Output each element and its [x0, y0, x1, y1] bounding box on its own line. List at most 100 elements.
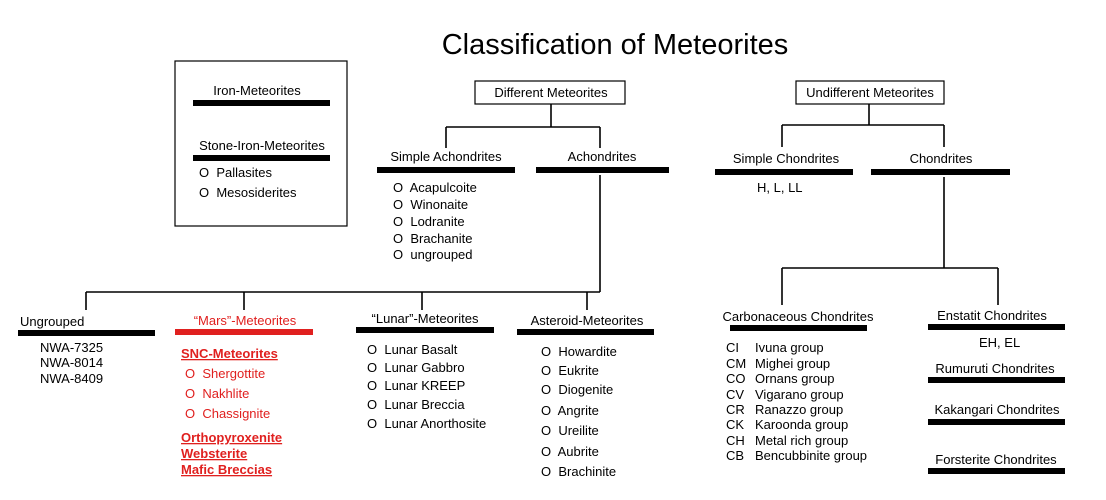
- kakangari-chondrites-bar: [928, 419, 1065, 425]
- asteroid-item: O Aubrite: [541, 444, 599, 459]
- kakangari-chondrites-label: Kakangari Chondrites: [934, 402, 1060, 417]
- simple-achondrites-item: O Brachanite: [393, 231, 473, 246]
- carbonaceous-chondrites-node: Carbonaceous Chondrites CI CM CO CV CR C…: [722, 309, 874, 463]
- carbonaceous-group: Ornans group: [755, 371, 835, 386]
- different-meteorites-label: Different Meteorites: [494, 85, 608, 100]
- asteroid-meteorites-node: Asteroid-Meteorites O Howardite O Eukrit…: [517, 313, 654, 479]
- chondrites-label: Chondrites: [910, 151, 973, 166]
- carbonaceous-code: CV: [726, 387, 744, 402]
- diagram-title: Classification of Meteorites: [442, 29, 789, 61]
- chondrites-node: Chondrites: [871, 151, 1010, 175]
- simple-achondrites-item: O Winonaite: [393, 197, 468, 212]
- mars-meteorites-label: “Mars”-Meteorites: [194, 313, 297, 328]
- carbonaceous-code: CI: [726, 340, 739, 355]
- enstatit-chondrites-label: Enstatit Chondrites: [937, 308, 1047, 323]
- asteroid-item: O Ureilite: [541, 423, 599, 438]
- snc-item: O Chassignite: [185, 406, 270, 421]
- forsterite-chondrites-bar: [928, 468, 1065, 474]
- ungrouped-label: Ungrouped: [20, 314, 84, 329]
- asteroid-item: O Brachinite: [541, 464, 616, 479]
- carbonaceous-chondrites-label: Carbonaceous Chondrites: [722, 309, 874, 324]
- rumuruti-chondrites-node: Rumuruti Chondrites: [928, 361, 1065, 383]
- simple-achondrites-node: Simple Achondrites O Acapulcoite O Winon…: [377, 149, 515, 262]
- stone-iron-meteorites-bar: [193, 155, 330, 161]
- carbonaceous-group: Ivuna group: [755, 340, 824, 355]
- kakangari-chondrites-node: Kakangari Chondrites: [928, 402, 1065, 425]
- snc-item: O Shergottite: [185, 366, 265, 381]
- asteroid-item: O Eukrite: [541, 363, 599, 378]
- stone-iron-item: O Pallasites: [199, 165, 272, 180]
- carbonaceous-group: Metal rich group: [755, 433, 848, 448]
- simple-chondrites-bar: [715, 169, 853, 175]
- carbonaceous-code: CR: [726, 402, 745, 417]
- rumuruti-chondrites-label: Rumuruti Chondrites: [935, 361, 1055, 376]
- lunar-meteorites-node: “Lunar”-Meteorites O Lunar Basalt O Luna…: [356, 311, 494, 431]
- iron-meteorites-bar: [193, 100, 330, 106]
- snc-meteorites-label: SNC-Meteorites: [181, 346, 278, 361]
- mars-meteorites-bar: [175, 329, 313, 335]
- iron-box-frame: [174, 60, 348, 227]
- carbonaceous-code: CH: [726, 433, 745, 448]
- ungrouped-bar: [18, 330, 155, 336]
- carbonaceous-group: Bencubbinite group: [755, 448, 867, 463]
- simple-chondrites-label: Simple Chondrites: [733, 151, 840, 166]
- snc-item: O Nakhlite: [185, 386, 249, 401]
- ungrouped-item: NWA-8014: [40, 355, 103, 370]
- ungrouped-node: Ungrouped NWA-7325 NWA-8014 NWA-8409: [18, 314, 155, 386]
- simple-achondrites-item: O Acapulcoite: [393, 180, 477, 195]
- enstatit-chondrites-node: Enstatit Chondrites EH, EL: [928, 308, 1065, 350]
- lunar-meteorites-label: “Lunar”-Meteorites: [372, 311, 479, 326]
- undifferent-meteorites-node: Undifferent Meteorites: [795, 80, 945, 105]
- simple-achondrites-item: O Lodranite: [393, 214, 465, 229]
- ungrouped-item: NWA-8409: [40, 371, 103, 386]
- carbonaceous-code: CO: [726, 371, 746, 386]
- mars-extra-item: Websterite: [181, 446, 247, 461]
- simple-chondrites-node: Simple Chondrites H, L, LL: [715, 151, 853, 195]
- lunar-item: O Lunar Anorthosite: [367, 416, 486, 431]
- different-meteorites-node: Different Meteorites: [474, 80, 626, 105]
- simple-achondrites-label: Simple Achondrites: [390, 149, 502, 164]
- iron-meteorites-label: Iron-Meteorites: [213, 83, 301, 98]
- lunar-item: O Lunar Gabbro: [367, 360, 465, 375]
- simple-achondrites-bar: [377, 167, 515, 173]
- undifferent-meteorites-label: Undifferent Meteorites: [806, 85, 934, 100]
- enstatit-chondrites-bar: [928, 324, 1065, 330]
- achondrites-bar: [536, 167, 669, 173]
- mars-extra-item: Mafic Breccias: [181, 462, 272, 477]
- carbonaceous-group: Karoonda group: [755, 417, 848, 432]
- rumuruti-chondrites-bar: [928, 377, 1065, 383]
- simple-chondrites-item: H, L, LL: [757, 180, 803, 195]
- asteroid-meteorites-label: Asteroid-Meteorites: [531, 313, 644, 328]
- undifferent-meteorites-box: [795, 80, 945, 105]
- mars-extra-item: Orthopyroxenite: [181, 430, 282, 445]
- forsterite-chondrites-label: Forsterite Chondrites: [935, 452, 1057, 467]
- iron-meteorites-box: Iron-Meteorites Stone-Iron-Meteorites O …: [174, 60, 348, 227]
- ungrouped-item: NWA-7325: [40, 340, 103, 355]
- achondrites-label: Achondrites: [568, 149, 637, 164]
- lunar-item: O Lunar Breccia: [367, 397, 465, 412]
- carbonaceous-group: Ranazzo group: [755, 402, 843, 417]
- lunar-item: O Lunar Basalt: [367, 342, 458, 357]
- different-meteorites-box: [474, 80, 626, 105]
- simple-achondrites-item: O ungrouped: [393, 247, 473, 262]
- carbonaceous-code: CB: [726, 448, 744, 463]
- asteroid-item: O Howardite: [541, 344, 617, 359]
- achondrites-node: Achondrites: [536, 149, 669, 173]
- asteroid-item: O Diogenite: [541, 382, 613, 397]
- carbonaceous-code: CM: [726, 356, 746, 371]
- asteroid-meteorites-bar: [517, 329, 654, 335]
- asteroid-item: O Angrite: [541, 403, 599, 418]
- carbonaceous-group: Mighei group: [755, 356, 830, 371]
- enstatit-item: EH, EL: [979, 335, 1020, 350]
- connector-lines: [85, 104, 999, 310]
- stone-iron-item: O Mesosiderites: [199, 185, 297, 200]
- stone-iron-meteorites-label: Stone-Iron-Meteorites: [199, 138, 325, 153]
- carbonaceous-code: CK: [726, 417, 744, 432]
- mars-meteorites-node: “Mars”-Meteorites SNC-Meteorites O Sherg…: [175, 313, 313, 477]
- lunar-item: O Lunar KREEP: [367, 378, 465, 393]
- carbonaceous-group: Vigarano group: [755, 387, 844, 402]
- chondrites-bar: [871, 169, 1010, 175]
- forsterite-chondrites-node: Forsterite Chondrites: [928, 452, 1065, 474]
- carbonaceous-chondrites-bar: [730, 325, 867, 331]
